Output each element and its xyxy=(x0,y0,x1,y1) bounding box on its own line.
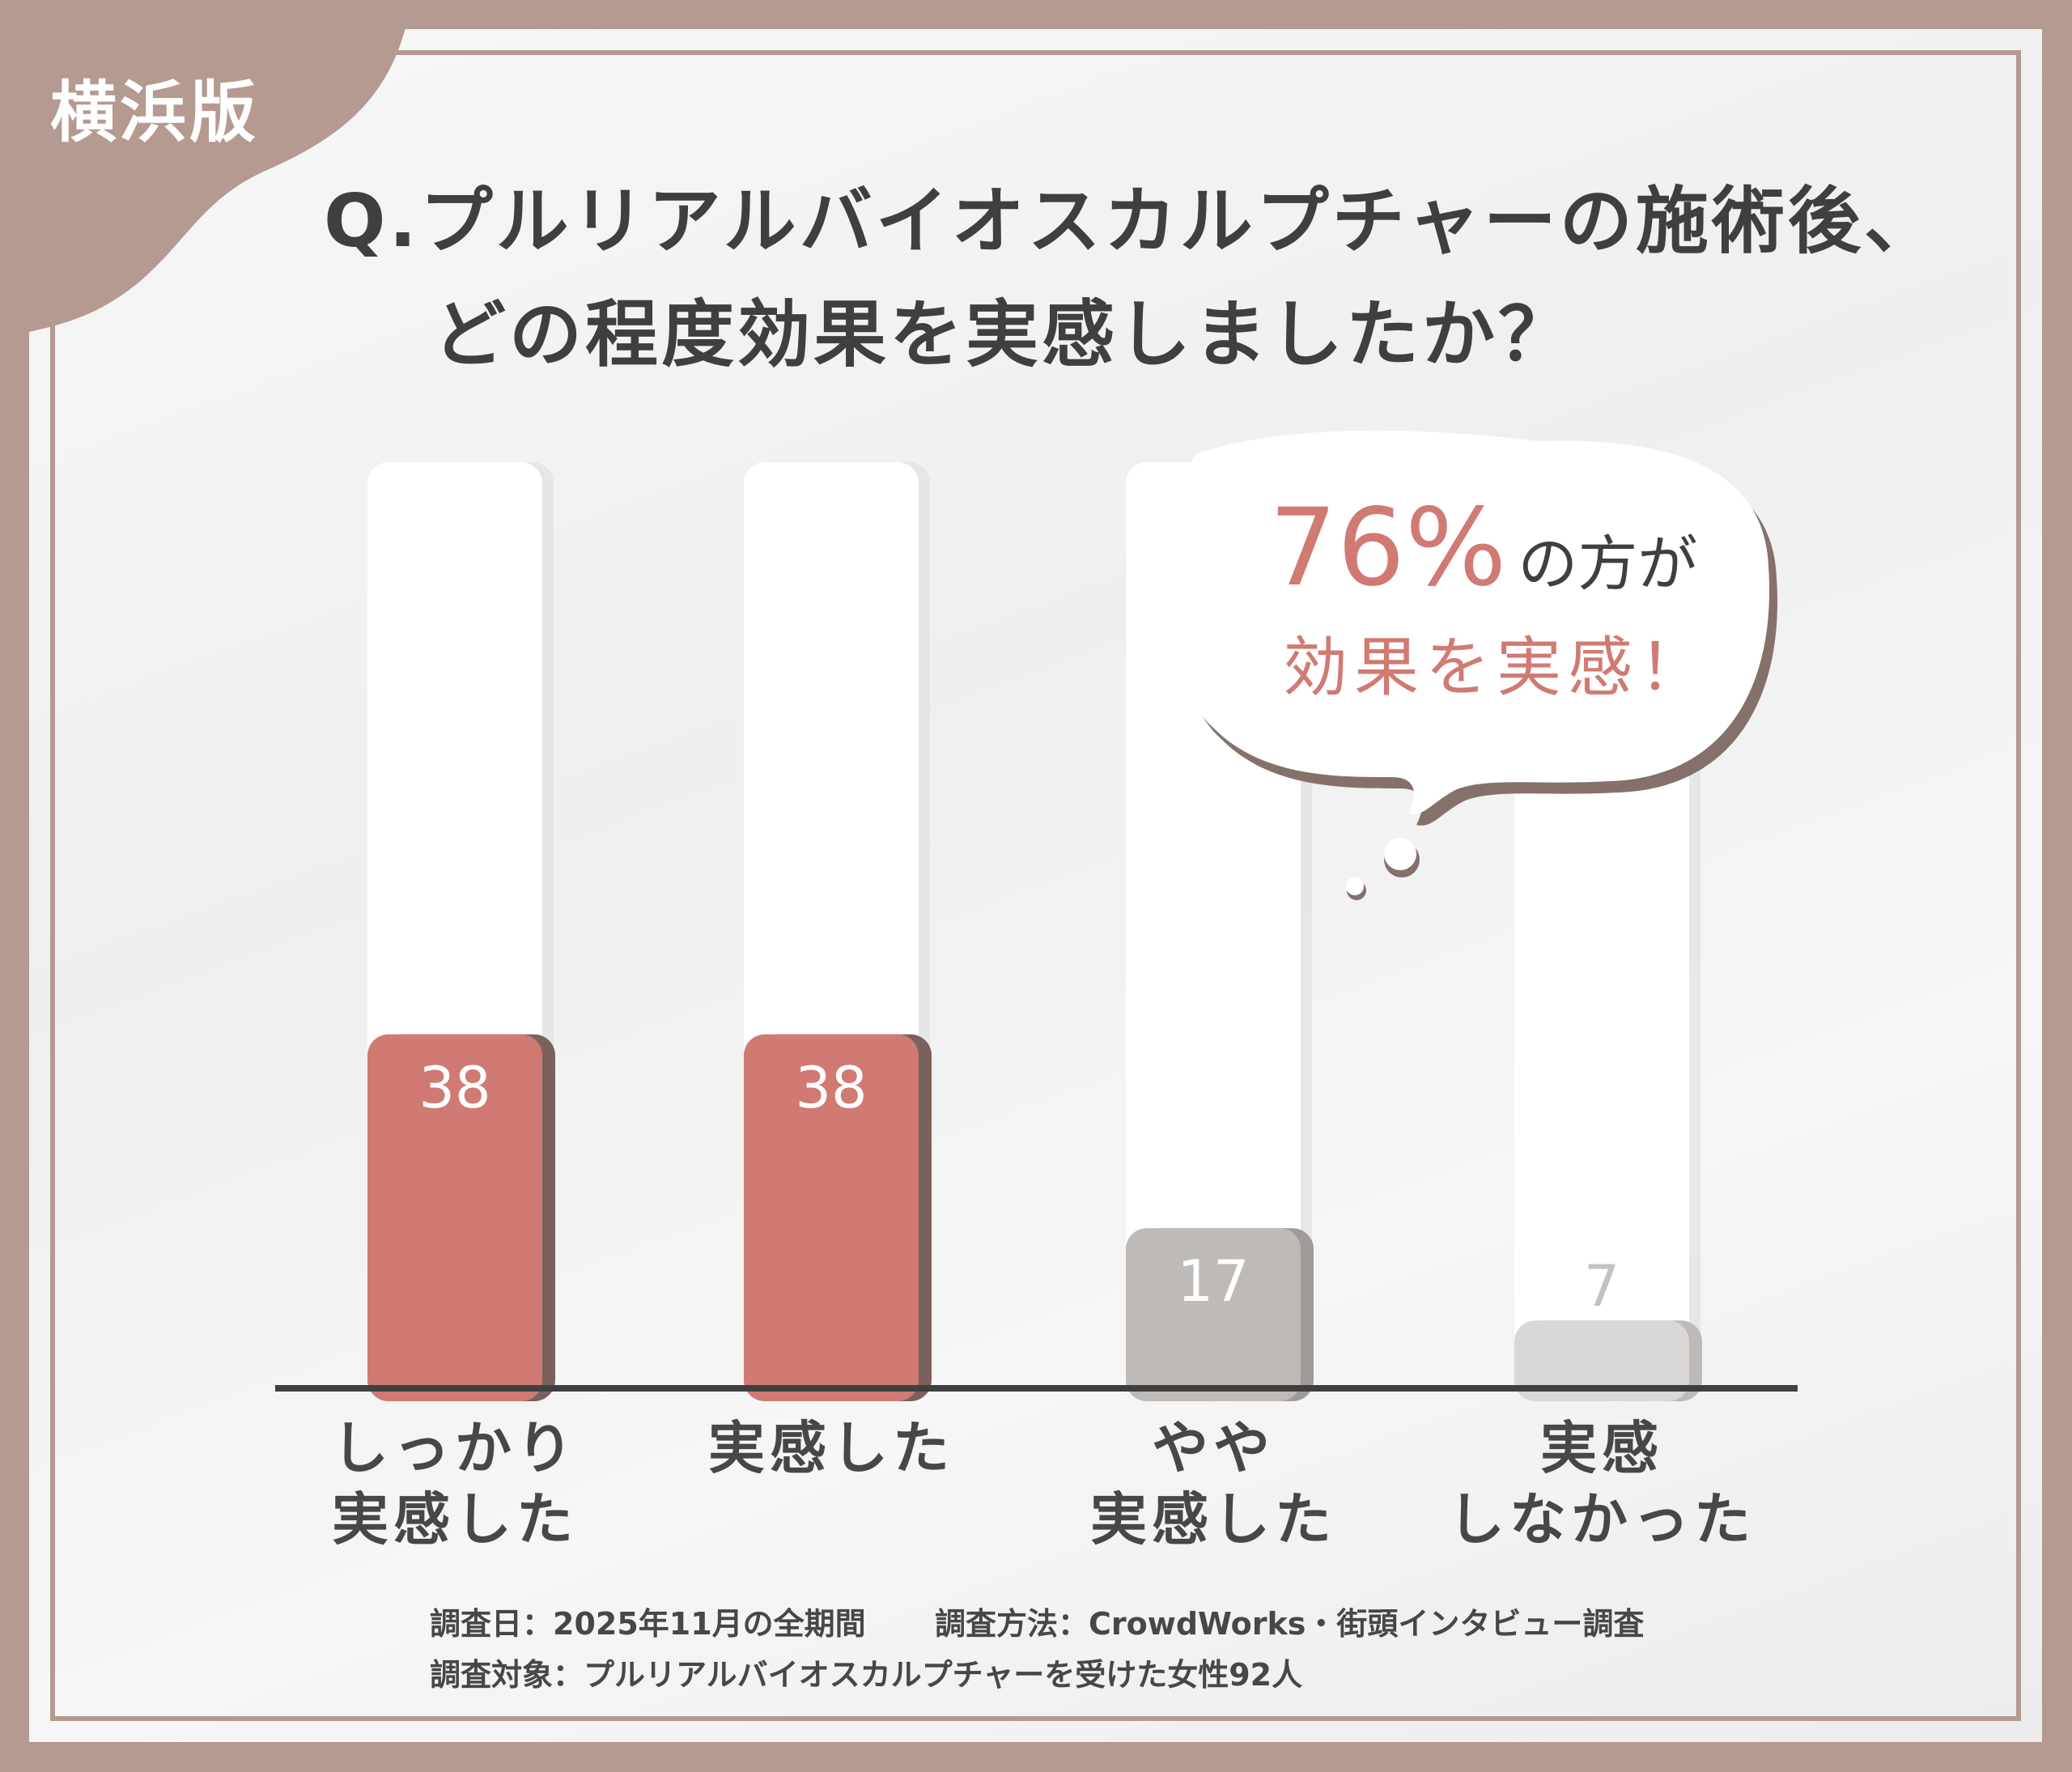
category-label-line: やや xyxy=(1152,1415,1275,1481)
callout-percent-suffix: の方が xyxy=(1518,529,1698,599)
category-label-line: 実感した xyxy=(1090,1486,1336,1553)
category-label: やや 実感した xyxy=(1043,1413,1383,1555)
bar-value-label: 17 xyxy=(1177,1248,1249,1315)
category-label-line: 実感した xyxy=(708,1415,954,1481)
edition-tag-shape xyxy=(0,0,411,332)
category-label-line: しなかった xyxy=(1448,1486,1756,1553)
bar-value-label: 7 xyxy=(1584,1253,1620,1319)
footer-survey-target: 調査対象：プルリアルバイオスカルプチャーを受けた女性92人 xyxy=(430,1657,1303,1693)
frame xyxy=(29,29,2042,1742)
callout-line-2: 効果を実感！ xyxy=(1283,630,1710,705)
category-label-line: しっかり xyxy=(332,1415,578,1481)
title-line-1: Q.プルリアルバイオスカルプチャーの施術後、 xyxy=(324,179,1940,264)
bar-value-label: 38 xyxy=(795,1055,867,1121)
category-label: 実感した xyxy=(661,1413,1001,1484)
callout-percent: 76% xyxy=(1269,486,1507,610)
bar-value-label: 38 xyxy=(418,1055,490,1121)
x-axis-line xyxy=(275,1385,1798,1392)
footer-survey-date: 調査日：2025年11月の全期間 xyxy=(430,1606,866,1642)
callout-line-1: 76% の方が xyxy=(1269,486,1697,610)
bar xyxy=(367,1034,542,1401)
bar xyxy=(1514,1320,1689,1401)
footer-survey-method: 調査方法：CrowdWorks・街頭インタビュー調査 xyxy=(935,1606,1645,1642)
frame-border xyxy=(50,50,2021,1721)
bar xyxy=(744,1034,919,1401)
edition-tag: 横浜版 xyxy=(50,74,260,151)
title-line-2: どの程度効果を実感しましたか？ xyxy=(433,292,1574,377)
category-label: しっかり 実感した xyxy=(285,1413,625,1555)
category-label: 実感 しなかった xyxy=(1432,1413,1772,1555)
bar xyxy=(1126,1228,1301,1401)
category-label-line: 実感 xyxy=(1540,1415,1663,1481)
category-label-line: 実感した xyxy=(332,1486,578,1553)
